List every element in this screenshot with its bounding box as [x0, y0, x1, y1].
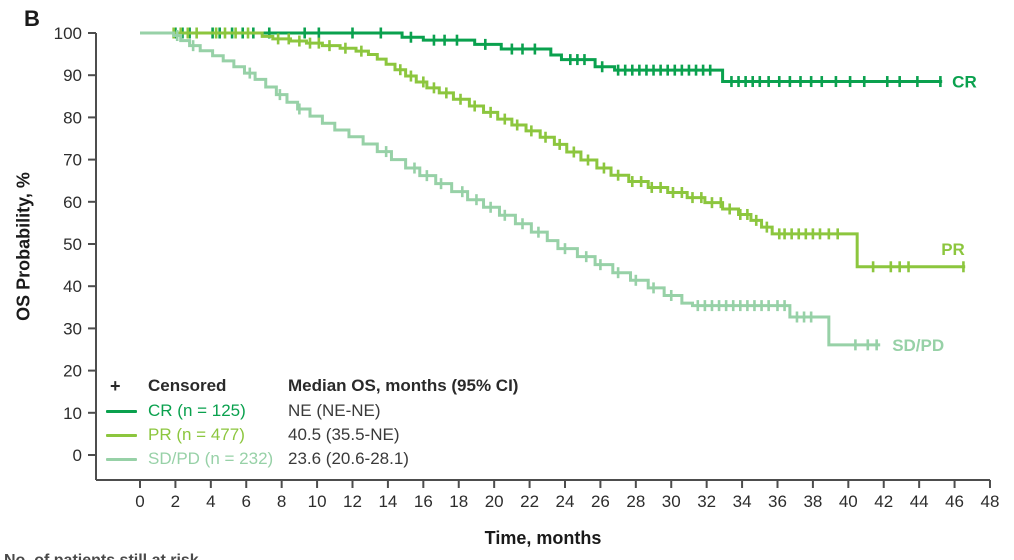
pr-median-value: 40.5 (35.5-NE) [288, 425, 400, 444]
x-tick-label: 18 [449, 492, 468, 511]
cr-legend-label: CR (n = 125) [148, 401, 246, 420]
x-tick-label: 26 [591, 492, 610, 511]
x-tick-label: 42 [874, 492, 893, 511]
x-tick-label: 28 [626, 492, 645, 511]
x-tick-label: 14 [378, 492, 397, 511]
x-tick-label: 20 [485, 492, 504, 511]
curve-end-label-pr: PR [941, 240, 965, 259]
patients-at-risk-label-cutoff: No. of patients still at risk [4, 552, 199, 560]
km-curve-cr [140, 31, 943, 84]
y-tick-label: 100 [54, 24, 82, 43]
x-tick-label: 40 [839, 492, 858, 511]
x-tick-label: 36 [768, 492, 787, 511]
y-tick-label: 90 [63, 66, 82, 85]
cr-line-swatch [106, 410, 137, 414]
median-os-header: Median OS, months (95% CI) [288, 376, 519, 395]
x-tick-label: 38 [803, 492, 822, 511]
y-tick-label: 80 [63, 108, 82, 127]
y-tick-label: 50 [63, 235, 82, 254]
x-tick-label: 4 [206, 492, 215, 511]
x-axis-title: Time, months [484, 528, 602, 548]
y-tick-label: 40 [63, 277, 82, 296]
curve-end-label-sdpd: SD/PD [892, 336, 944, 355]
y-tick-label: 20 [63, 362, 82, 381]
sdpd-median-value: 23.6 (20.6-28.1) [288, 449, 409, 468]
x-tick-label: 44 [910, 492, 929, 511]
x-tick-label: 0 [135, 492, 144, 511]
sdpd-legend-label: SD/PD (n = 232) [148, 449, 274, 468]
x-tick-label: 22 [520, 492, 539, 511]
x-tick-label: 12 [343, 492, 362, 511]
censored-label: Censored [148, 376, 227, 395]
y-tick-label: 60 [63, 193, 82, 212]
curve-end-label-cr: CR [952, 73, 977, 92]
km-curve-pr [140, 31, 966, 269]
pr-line-swatch [106, 434, 137, 438]
panel-label: B [24, 6, 40, 31]
x-tick-label: 8 [277, 492, 286, 511]
x-tick-label: 32 [697, 492, 716, 511]
y-tick-label: 0 [73, 446, 82, 465]
km-curve-sdpd [140, 31, 881, 347]
censored-plus-icon: + [110, 376, 121, 396]
y-tick-label: 10 [63, 404, 82, 423]
x-tick-label: 48 [981, 492, 1000, 511]
y-tick-label: 70 [63, 151, 82, 170]
x-tick-label: 46 [945, 492, 964, 511]
x-tick-label: 2 [171, 492, 180, 511]
x-tick-label: 6 [242, 492, 251, 511]
x-tick-label: 30 [662, 492, 681, 511]
sdpd-line-swatch [106, 458, 137, 462]
cr-median-value: NE (NE-NE) [288, 401, 381, 420]
y-tick-label: 30 [63, 319, 82, 338]
x-tick-label: 34 [733, 492, 752, 511]
x-tick-label: 10 [308, 492, 327, 511]
x-tick-label: 16 [414, 492, 433, 511]
pr-legend-label: PR (n = 477) [148, 425, 245, 444]
x-tick-label: 24 [556, 492, 575, 511]
y-axis-title: OS Probability, % [13, 172, 34, 321]
